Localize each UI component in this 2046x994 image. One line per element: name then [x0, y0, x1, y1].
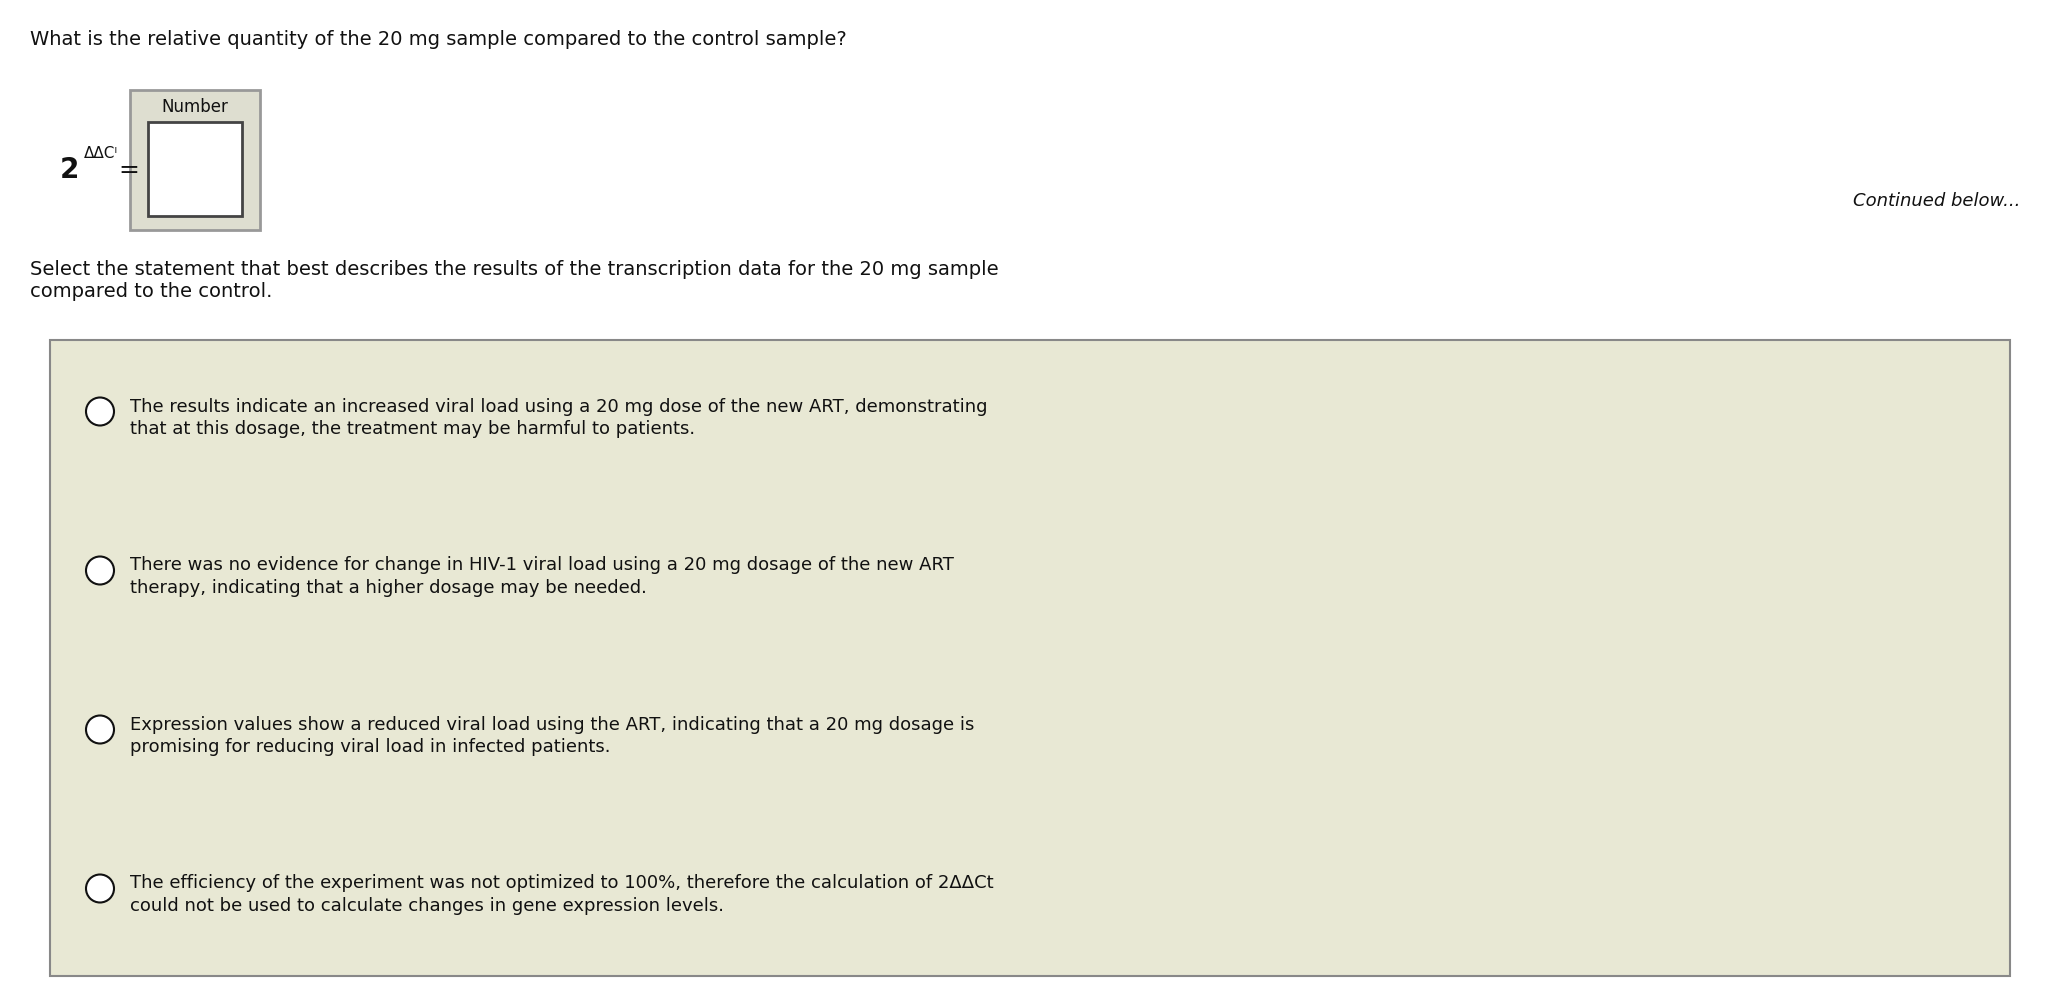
Text: Continued below...: Continued below... [1852, 192, 2019, 210]
Text: Select the statement that best describes the results of the transcription data f: Select the statement that best describes… [31, 260, 998, 279]
Bar [49, 340, 2009, 976]
Bar [131, 90, 260, 230]
Text: The results indicate an increased viral load using a 20 mg dose of the new ART, : The results indicate an increased viral … [131, 398, 988, 438]
Bar [147, 122, 241, 216]
Text: The efficiency of the experiment was not optimized to 100%, therefore the calcul: The efficiency of the experiment was not… [131, 875, 994, 915]
Ellipse shape [86, 398, 115, 425]
Ellipse shape [86, 557, 115, 584]
Text: 2: 2 [59, 156, 80, 184]
Text: What is the relative quantity of the 20 mg sample compared to the control sample: What is the relative quantity of the 20 … [31, 30, 847, 49]
Ellipse shape [86, 875, 115, 903]
Text: Expression values show a reduced viral load using the ART, indicating that a 20 : Expression values show a reduced viral l… [131, 716, 974, 756]
Text: There was no evidence for change in HIV-1 viral load using a 20 mg dosage of the: There was no evidence for change in HIV-… [131, 557, 953, 597]
Text: compared to the control.: compared to the control. [31, 282, 272, 301]
Text: ΔΔCᴵ: ΔΔCᴵ [84, 146, 119, 161]
Ellipse shape [86, 716, 115, 744]
Text: =: = [119, 158, 139, 182]
Text: Number: Number [162, 98, 229, 116]
